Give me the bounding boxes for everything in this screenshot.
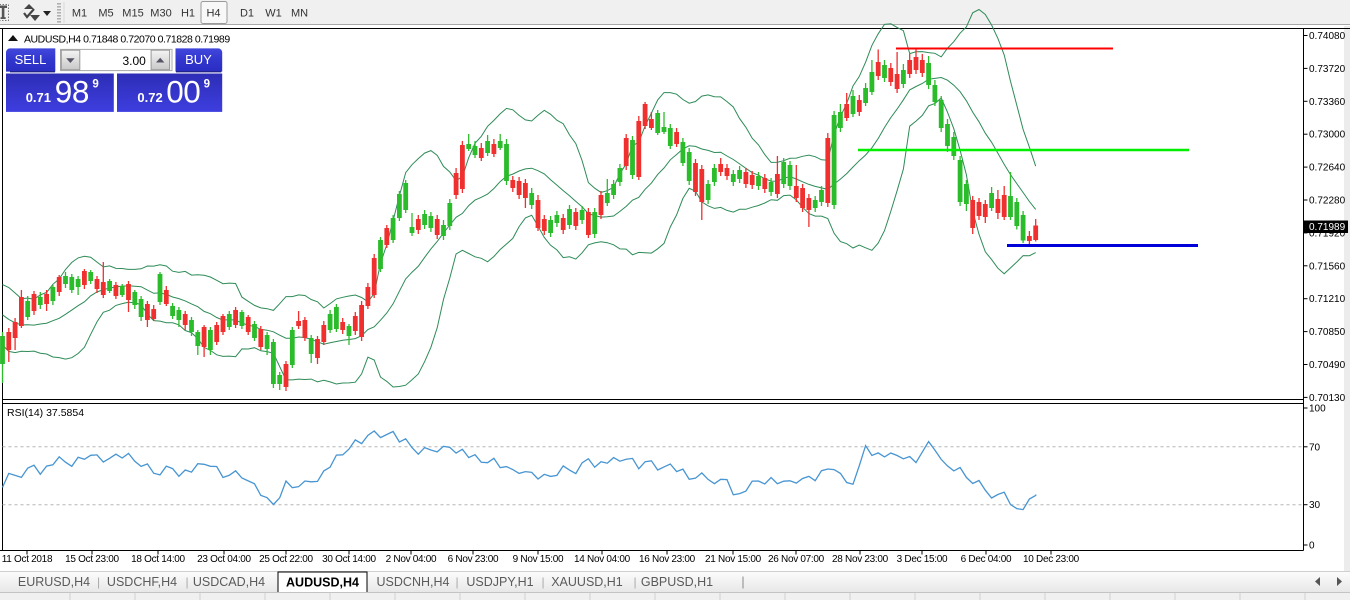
svg-text:0.73000: 0.73000 xyxy=(1309,130,1346,141)
svg-text:USDCAD,H4: USDCAD,H4 xyxy=(193,575,265,589)
svg-text:6 Dec 04:00: 6 Dec 04:00 xyxy=(961,554,1012,565)
svg-text:EURUSD,H4: EURUSD,H4 xyxy=(18,575,90,589)
svg-text:M15: M15 xyxy=(122,8,143,20)
svg-text:16 Nov 23:00: 16 Nov 23:00 xyxy=(639,554,696,565)
svg-text:0.70490: 0.70490 xyxy=(1309,360,1346,371)
svg-text:0.72: 0.72 xyxy=(137,90,162,105)
svg-text:H1: H1 xyxy=(181,8,195,20)
svg-text:BUY: BUY xyxy=(185,52,212,67)
svg-text:2 Nov 04:00: 2 Nov 04:00 xyxy=(386,554,437,565)
svg-text:|: | xyxy=(185,575,188,589)
svg-text:9 Nov 15:00: 9 Nov 15:00 xyxy=(513,554,564,565)
svg-text:18 Oct 14:00: 18 Oct 14:00 xyxy=(131,554,185,565)
svg-text:0.70130: 0.70130 xyxy=(1309,393,1346,404)
svg-text:|: | xyxy=(633,575,636,589)
svg-text:H4: H4 xyxy=(206,8,220,20)
svg-text:USDJPY,H1: USDJPY,H1 xyxy=(466,575,533,589)
svg-text:0.73360: 0.73360 xyxy=(1309,97,1346,108)
svg-text:21 Nov 15:00: 21 Nov 15:00 xyxy=(705,554,762,565)
svg-text:0.71989: 0.71989 xyxy=(1309,222,1346,233)
svg-text:100: 100 xyxy=(1309,404,1326,415)
svg-text:0.74080: 0.74080 xyxy=(1309,31,1346,42)
svg-text:AUDUSD,H4 0.71848 0.72070 0.7: AUDUSD,H4 0.71848 0.72070 0.71828 0.7198… xyxy=(24,34,230,46)
svg-text:0.71920: 0.71920 xyxy=(1309,228,1346,239)
svg-text:26 Nov 07:00: 26 Nov 07:00 xyxy=(768,554,825,565)
svg-text:M5: M5 xyxy=(98,8,113,20)
svg-text:0.72640: 0.72640 xyxy=(1309,163,1346,174)
svg-text:98: 98 xyxy=(55,74,89,110)
svg-text:0: 0 xyxy=(1309,541,1315,552)
svg-text:28 Nov 23:00: 28 Nov 23:00 xyxy=(832,554,889,565)
svg-text:30 Oct 14:00: 30 Oct 14:00 xyxy=(322,554,376,565)
svg-text:|: | xyxy=(541,575,544,589)
svg-text:25 Oct 22:00: 25 Oct 22:00 xyxy=(259,554,313,565)
svg-text:|: | xyxy=(741,575,744,589)
svg-text:70: 70 xyxy=(1309,442,1321,453)
svg-text:0.71560: 0.71560 xyxy=(1309,261,1346,272)
svg-text:6 Nov 23:00: 6 Nov 23:00 xyxy=(448,554,499,565)
svg-text:30: 30 xyxy=(1309,500,1321,511)
svg-text:|: | xyxy=(455,575,458,589)
svg-text:XAUUSD,H1: XAUUSD,H1 xyxy=(551,575,623,589)
svg-text:0.71210: 0.71210 xyxy=(1309,294,1346,305)
svg-text:14 Nov 04:00: 14 Nov 04:00 xyxy=(574,554,631,565)
svg-text:0.72280: 0.72280 xyxy=(1309,196,1346,207)
svg-text:M30: M30 xyxy=(150,8,171,20)
svg-text:9: 9 xyxy=(204,79,210,91)
svg-text:9: 9 xyxy=(92,79,98,91)
svg-text:USDCHF,H4: USDCHF,H4 xyxy=(107,575,177,589)
svg-text:0.73720: 0.73720 xyxy=(1309,64,1346,75)
svg-text:|: | xyxy=(97,575,100,589)
svg-text:RSI(14) 37.5854: RSI(14) 37.5854 xyxy=(7,407,84,419)
svg-text:10 Dec 23:00: 10 Dec 23:00 xyxy=(1023,554,1080,565)
svg-text:00: 00 xyxy=(166,74,200,110)
svg-text:W1: W1 xyxy=(265,8,282,20)
svg-text:23 Oct 04:00: 23 Oct 04:00 xyxy=(197,554,251,565)
svg-text:AUDUSD,H4: AUDUSD,H4 xyxy=(286,576,359,590)
svg-text:15 Oct 23:00: 15 Oct 23:00 xyxy=(65,554,119,565)
svg-text:USDCNH,H4: USDCNH,H4 xyxy=(377,575,450,589)
svg-text:0.70850: 0.70850 xyxy=(1309,327,1346,338)
svg-text:M1: M1 xyxy=(72,8,87,20)
svg-text:GBPUSD,H1: GBPUSD,H1 xyxy=(641,575,713,589)
svg-text:0.71: 0.71 xyxy=(26,90,51,105)
svg-text:MN: MN xyxy=(291,8,308,20)
svg-text:3 Dec 15:00: 3 Dec 15:00 xyxy=(897,554,948,565)
svg-text:SELL: SELL xyxy=(15,52,47,67)
svg-text:3.00: 3.00 xyxy=(122,54,146,68)
svg-text:D1: D1 xyxy=(240,8,254,20)
svg-text:11 Oct 2018: 11 Oct 2018 xyxy=(2,554,53,565)
